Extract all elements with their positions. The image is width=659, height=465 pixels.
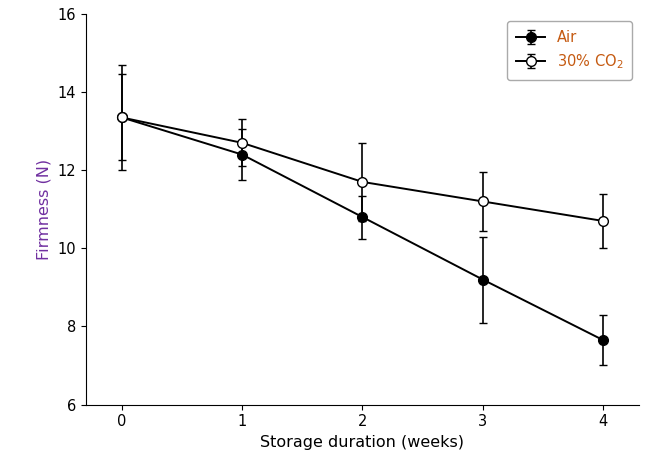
Y-axis label: Firmness (N): Firmness (N) — [37, 159, 52, 260]
X-axis label: Storage duration (weeks): Storage duration (weeks) — [260, 435, 465, 450]
Legend: Air, 30% CO$_2$: Air, 30% CO$_2$ — [507, 21, 632, 80]
